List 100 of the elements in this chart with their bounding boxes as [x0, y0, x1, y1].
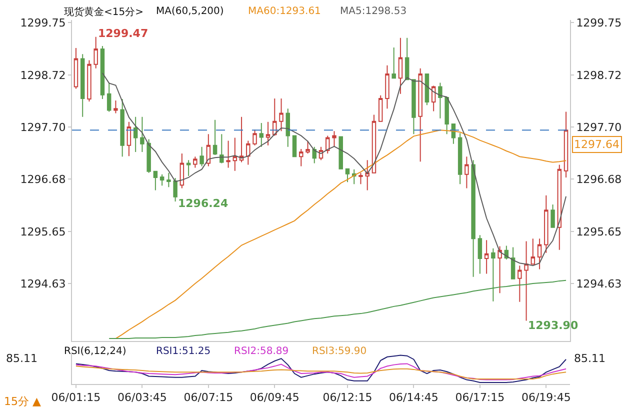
- candlestick: [80, 54, 85, 118]
- candlestick: [239, 116, 244, 163]
- y-tick-label: 1294.63: [20, 277, 66, 290]
- annotation: 1296.24: [178, 197, 228, 210]
- chart-title: RSI(6,12,24): [64, 346, 126, 357]
- x-tick-label: 06/03:45: [117, 391, 167, 404]
- candlestick: [200, 146, 204, 167]
- candlestick: [126, 121, 132, 157]
- candlestick: [464, 156, 469, 189]
- x-tick-label: 06/19:45: [521, 391, 571, 404]
- candlestick: [306, 140, 310, 154]
- candlestick: [212, 119, 218, 156]
- series-label: RSI1:51.25: [156, 346, 211, 357]
- candlestick: [133, 116, 138, 152]
- candlestick: [544, 194, 548, 254]
- candlestick: [345, 168, 350, 183]
- annotation: 1299.47: [98, 27, 148, 40]
- y2-tick-label: 1295.65: [576, 225, 622, 238]
- candlestick: [74, 48, 78, 90]
- y2-tick-label: 1298.72: [576, 68, 622, 82]
- candlestick: [326, 135, 330, 154]
- text: MA(60,5,200): [156, 6, 224, 17]
- text: MA60:1293.61: [248, 6, 321, 17]
- series-label: RSI2:58.89: [234, 346, 289, 357]
- candlestick: [564, 111, 568, 178]
- y-tick-label: 1298.72: [20, 68, 66, 82]
- candlestick: [404, 37, 410, 80]
- chart-title: 现货黄金<15分>: [64, 6, 144, 18]
- candlestick: [478, 234, 482, 274]
- line-series: [102, 72, 567, 266]
- candlestick: [537, 238, 542, 270]
- candlestick: [140, 116, 144, 152]
- x-tick-label: 06/07:15: [184, 391, 234, 404]
- candlestick: [550, 204, 555, 228]
- candlestick: [100, 45, 105, 100]
- candlestick: [398, 37, 403, 94]
- ref-line-label: 1297.64: [574, 138, 620, 151]
- candlestick: [279, 98, 284, 132]
- x-tick-label: 06/09:45: [250, 391, 300, 404]
- candlestick: [186, 160, 191, 176]
- text: MA5:1298.53: [340, 6, 407, 17]
- candlestick: [266, 121, 270, 146]
- y-tick-label: 1295.65: [20, 225, 66, 238]
- candlestick: [524, 240, 528, 322]
- candlestick: [557, 164, 562, 250]
- x-tick-label: 06/14:45: [389, 391, 438, 404]
- candlestick: [471, 160, 476, 278]
- candlestick: [246, 140, 250, 166]
- series-label: RSI3:59.90: [312, 346, 367, 357]
- candlestick: [153, 170, 158, 191]
- y2-tick-label: 1299.75: [576, 16, 622, 30]
- candlestick: [412, 79, 416, 135]
- candlestick: [180, 153, 184, 189]
- x-tick-label: 06/01:15: [51, 391, 101, 404]
- candlestick: [292, 135, 297, 158]
- candlestick: [431, 85, 436, 112]
- candlestick: [286, 108, 290, 148]
- y2-tick-label: 1296.68: [576, 172, 622, 186]
- text: 15分 ▲: [4, 395, 42, 408]
- candlestick: [114, 100, 118, 114]
- text: 85.11: [6, 352, 38, 365]
- candlestick: [106, 82, 112, 112]
- y-tick-label: 1296.68: [20, 172, 66, 186]
- candlestick: [232, 137, 238, 172]
- candlestick: [358, 172, 363, 185]
- candlestick: [220, 134, 224, 164]
- annotation: 1293.90: [528, 319, 578, 332]
- candlestick: [385, 64, 390, 110]
- candlestick: [424, 74, 430, 106]
- y-tick-label: 1297.70: [20, 120, 66, 134]
- candlestick: [518, 265, 522, 302]
- candlestick: [259, 122, 264, 148]
- text: 85.11: [574, 352, 606, 365]
- candlestick: [444, 96, 449, 135]
- x-tick-label: 06/17:15: [455, 391, 505, 404]
- candlestick: [438, 82, 442, 119]
- candlestick: [372, 114, 376, 174]
- candlestick: [498, 246, 502, 294]
- candlestick: [418, 68, 422, 162]
- candlestick: [120, 98, 124, 158]
- candlestick: [484, 240, 489, 274]
- candlestick: [392, 47, 396, 79]
- candlestick: [166, 172, 171, 188]
- candlestick: [160, 174, 164, 186]
- candlestick: [378, 94, 383, 122]
- candlestick: [365, 160, 370, 191]
- candlestick: [87, 60, 92, 102]
- candlestick: [193, 156, 198, 168]
- candlestick: [338, 136, 343, 170]
- candlestick: [94, 36, 98, 69]
- y-tick-label: 1299.75: [20, 16, 66, 30]
- candlestick: [458, 132, 462, 185]
- candlestick: [206, 134, 211, 167]
- y2-tick-label: 1297.70: [576, 120, 622, 134]
- candlestick: [226, 140, 230, 168]
- candlestick: [252, 129, 257, 146]
- candlestick: [173, 177, 178, 202]
- y2-tick-label: 1294.63: [576, 277, 622, 290]
- candlestick: [530, 238, 536, 265]
- candlestick: [510, 246, 516, 280]
